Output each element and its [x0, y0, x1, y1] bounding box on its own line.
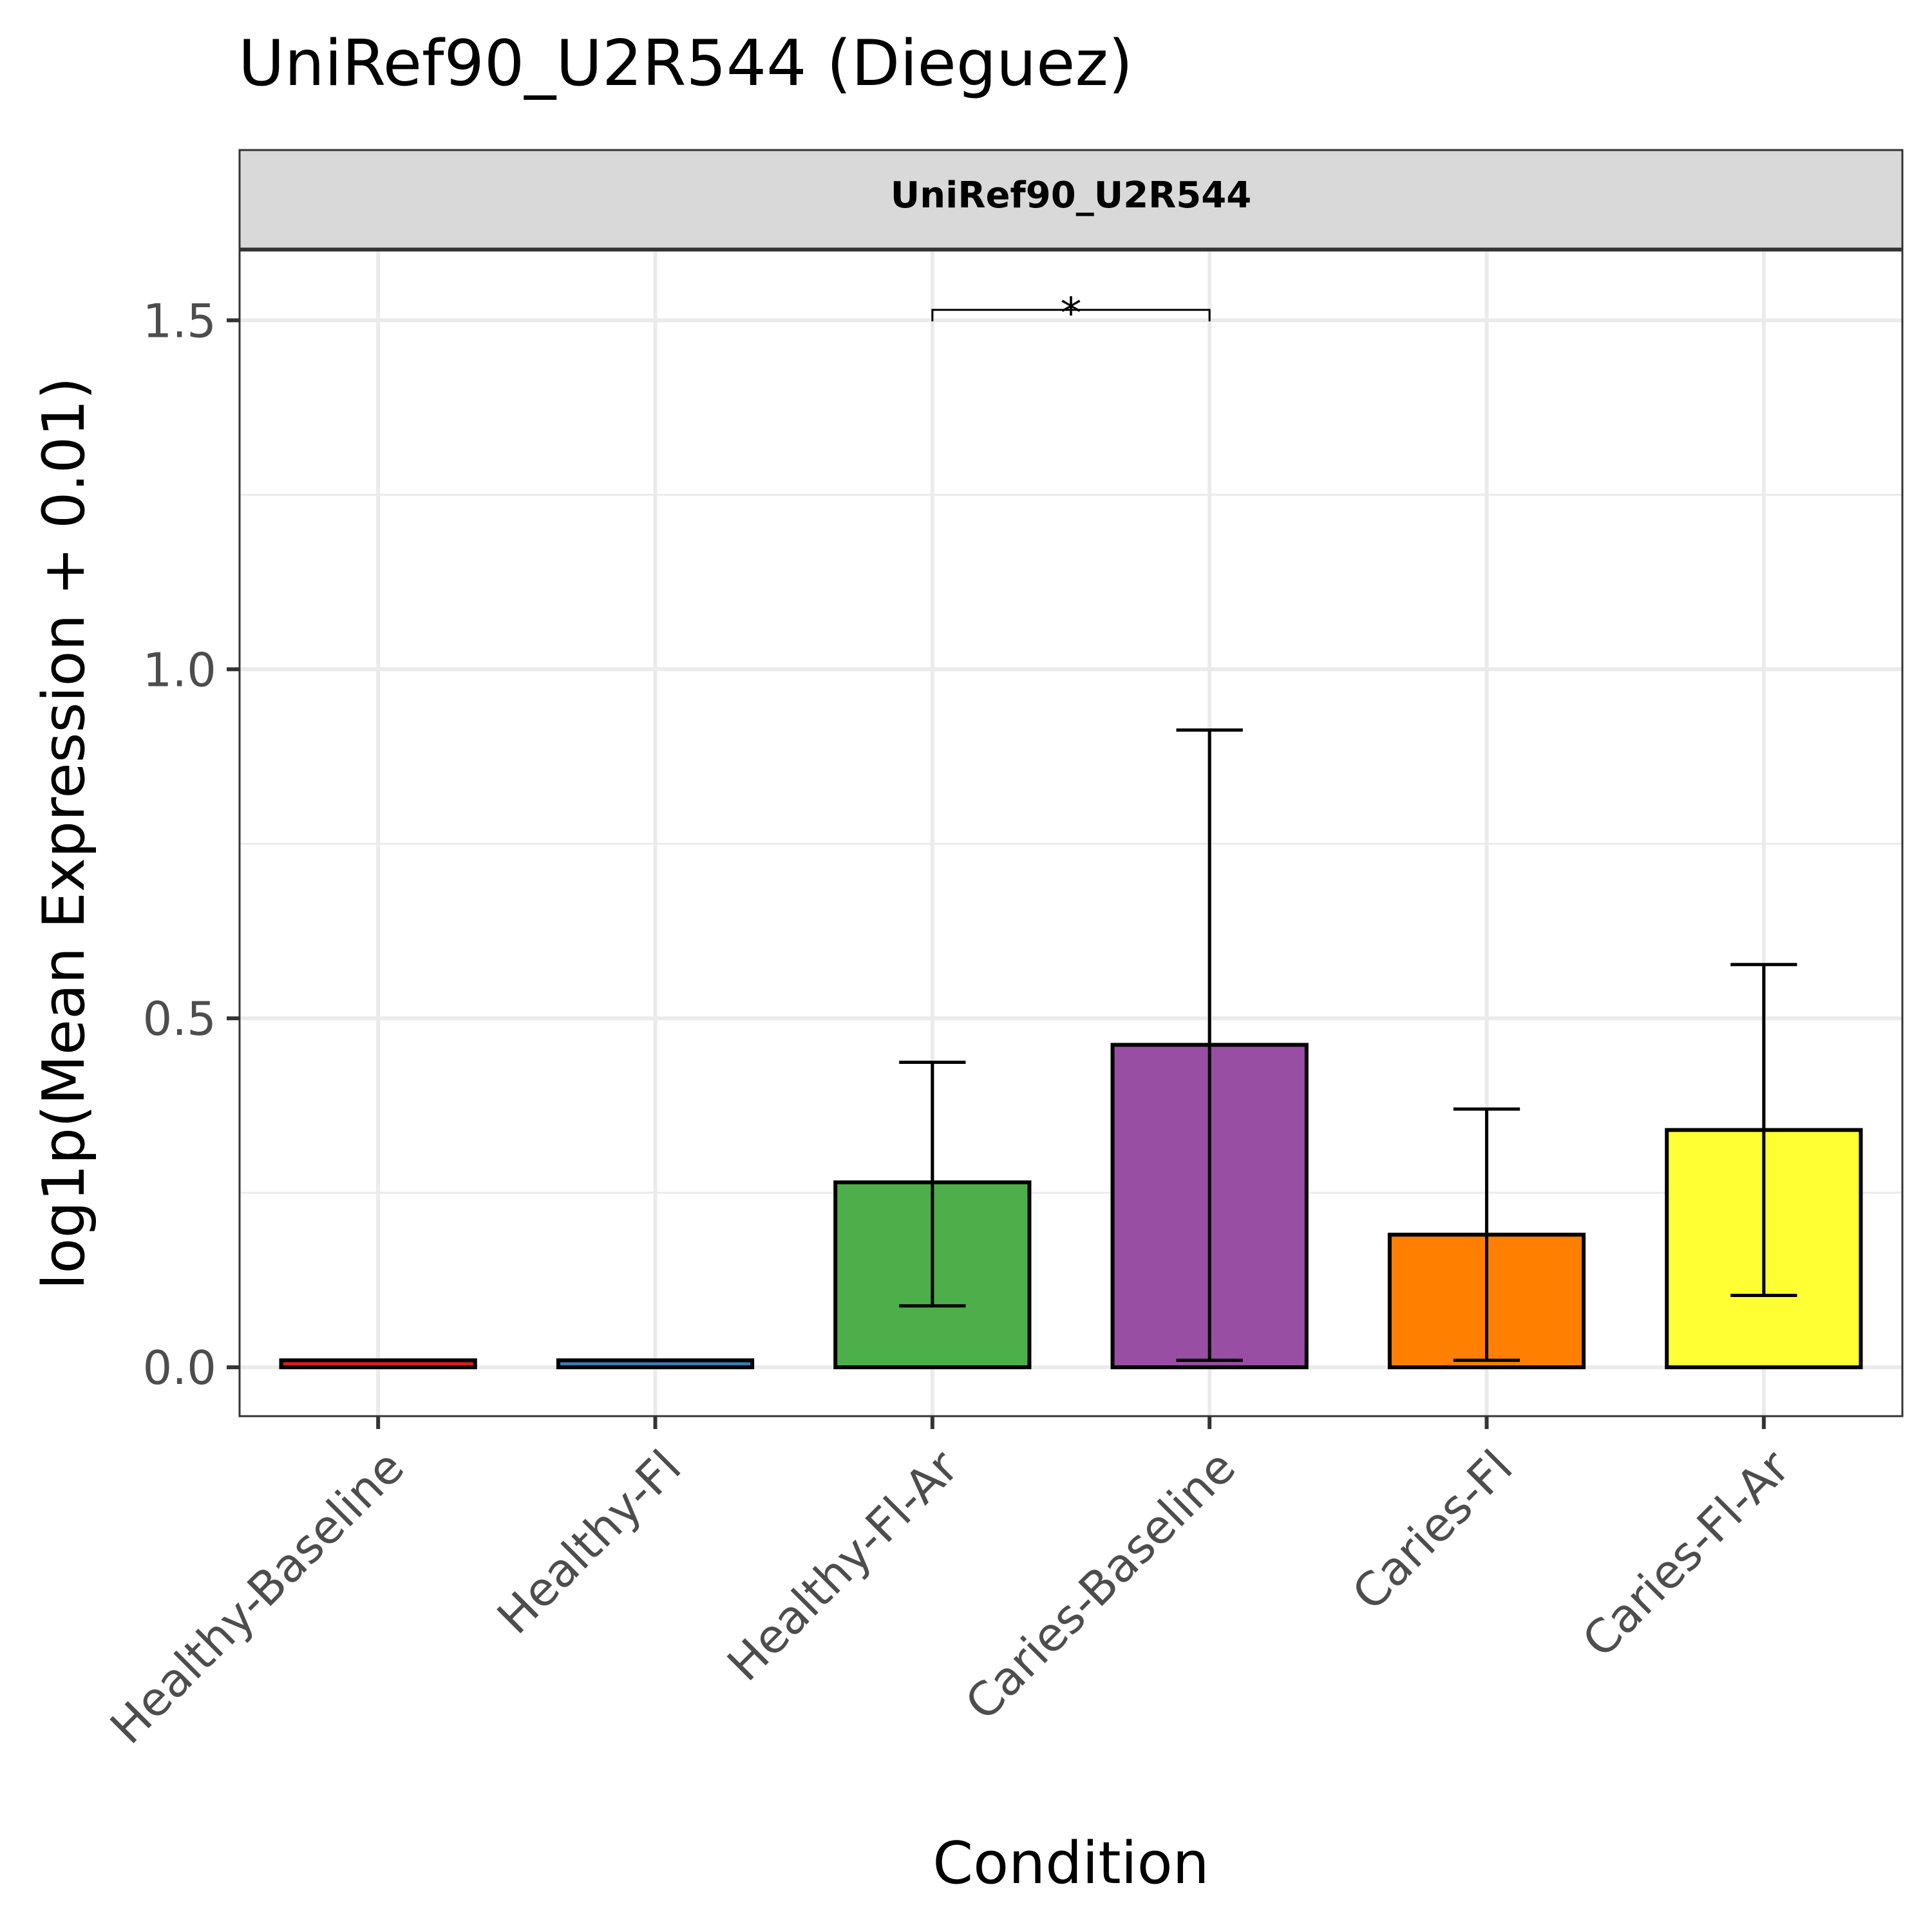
error-bars: [899, 728, 1797, 1362]
y-tick-label: 0.5: [142, 992, 216, 1046]
facet-strip-label: UniRef90_U2R544: [891, 175, 1251, 216]
x-axis: Healthy-Baseline Healthy-Fl Healthy-Fl-ArC…: [100, 1416, 1800, 1754]
error-bar-caries-fl-ar: [1730, 963, 1797, 1297]
y-tick-label: 0.0: [142, 1341, 216, 1395]
x-axis-title: Condition: [933, 1830, 1209, 1897]
facet-strip: UniRef90_U2R544: [238, 149, 1904, 250]
x-tick-label: Healthy-Fl: [487, 1440, 692, 1645]
x-tick-label: Caries-Baseline: [955, 1440, 1245, 1730]
y-axis: 0.0 0.5 1.0 1.5: [142, 294, 240, 1395]
x-tick-label: Caries-Fl-Ar: [1572, 1439, 1800, 1667]
bar-healthy-baseline: [279, 1358, 477, 1370]
y-tick-label: 1.0: [142, 643, 216, 697]
error-bar-caries-fl: [1453, 1107, 1520, 1362]
x-tick-label: Caries-Fl: [1342, 1440, 1523, 1621]
x-tick-label: Healthy-Baseline: [100, 1440, 414, 1754]
major-gridlines: [240, 251, 1902, 1416]
significance-annotations: *: [931, 289, 1211, 338]
error-bar-healthy-fl-ar: [899, 1060, 966, 1308]
minor-gridlines: [240, 493, 1902, 1194]
x-tick-label: Healthy-Fl-Ar: [717, 1439, 969, 1691]
bar-healthy-fl: [556, 1358, 755, 1370]
error-bar-caries-baseline: [1176, 728, 1243, 1362]
significance-label: *: [1061, 289, 1082, 338]
y-axis-title: log1p(Mean Expression + 0.01): [30, 377, 98, 1289]
y-tick-label: 1.5: [142, 294, 216, 348]
plot-panel: *: [238, 249, 1904, 1417]
chart-title: UniRef90_U2R544 (Dieguez): [238, 27, 1133, 100]
significance-bracket: [931, 308, 1211, 322]
